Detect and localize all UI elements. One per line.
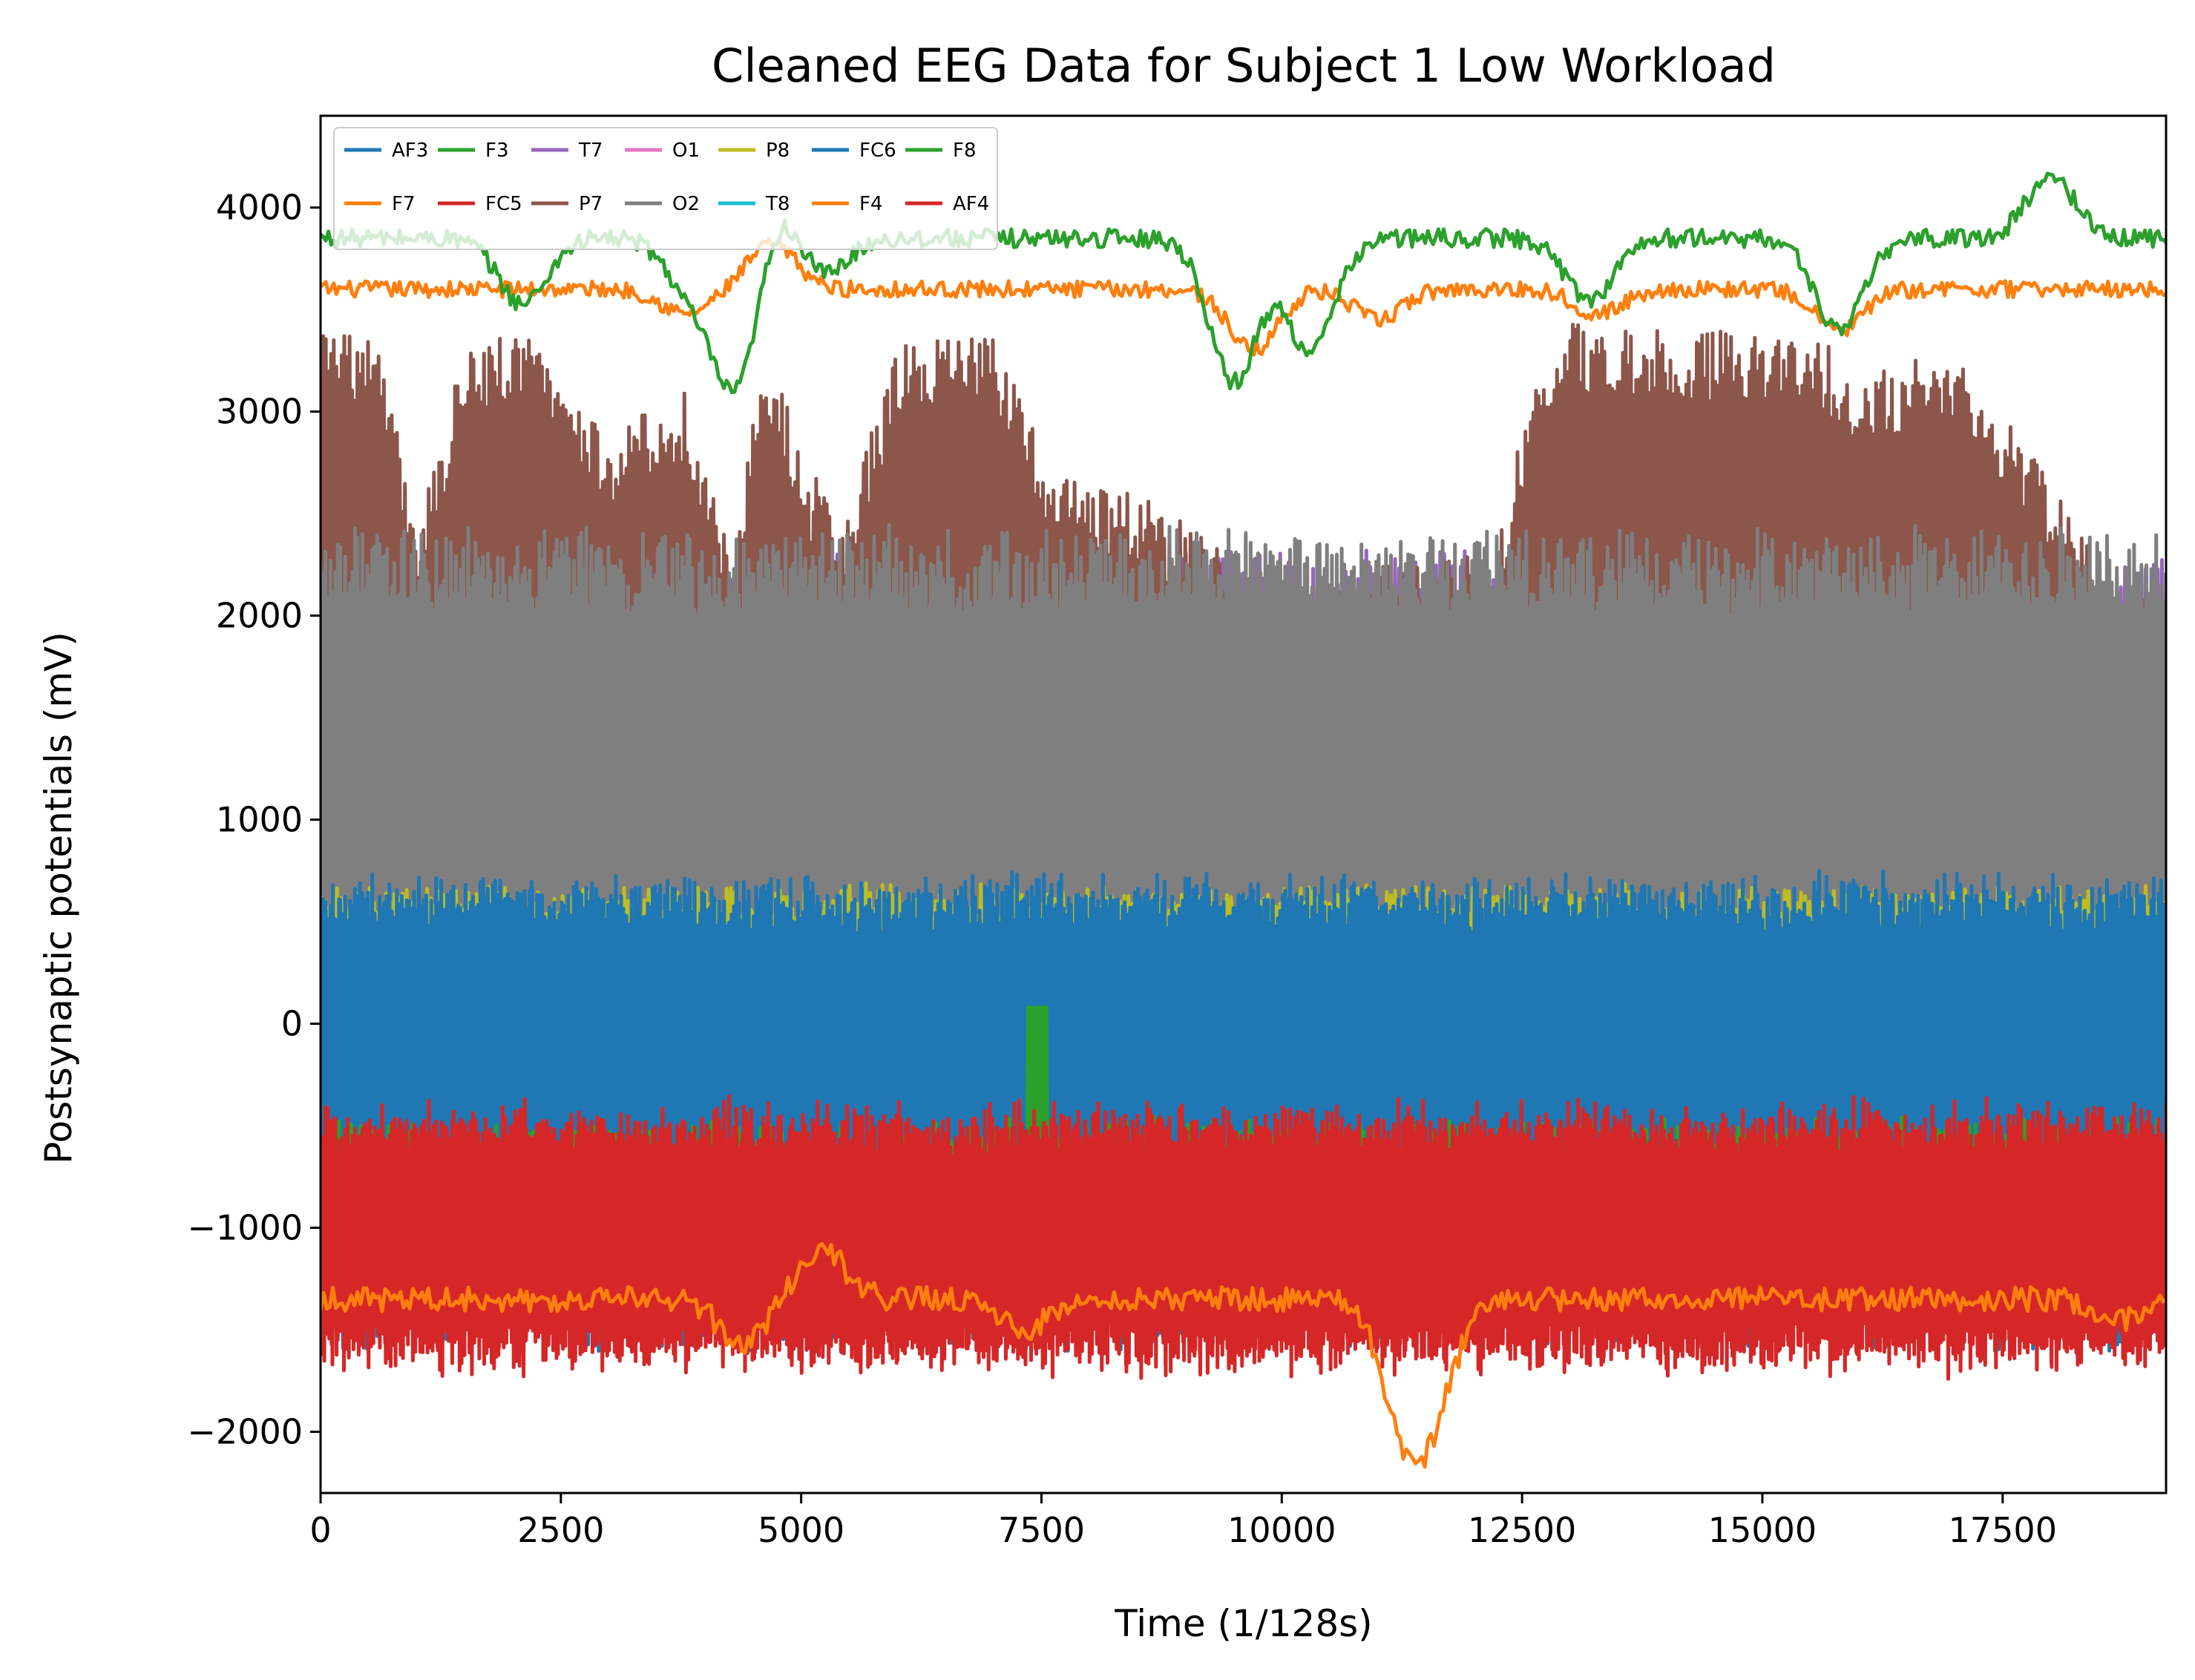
legend-label-f4: F4 [859, 193, 883, 215]
legend-label-f7: F7 [392, 193, 416, 215]
y-tick-label: 2000 [216, 596, 303, 636]
y-tick-label: −1000 [187, 1208, 303, 1248]
x-tick-label: 10000 [1227, 1510, 1336, 1550]
chart-title: Cleaned EEG Data for Subject 1 Low Workl… [712, 39, 1776, 93]
axes: 0 2500 5000 7500 10000 12500 15000 17500−2000−1… [187, 188, 2057, 1550]
series-o2-line [321, 523, 2166, 1034]
legend-label-fc5: FC5 [485, 193, 522, 215]
series-layer [321, 171, 2166, 1469]
legend-label-fc6: FC6 [859, 140, 896, 162]
plot-frame [319, 114, 2168, 1494]
series-fc6-line [321, 869, 2166, 1146]
legend-label-t8: T8 [765, 193, 790, 215]
series-f7-line [321, 236, 2166, 357]
y-axis-label: Postsynaptic potentials (mV) [37, 631, 80, 1164]
legend: AF3 F7 F3 FC5 T7 P7 O1 O2 P8 T8 FC6 F4 F8 AF4 [333, 127, 998, 250]
x-tick-label: 12500 [1468, 1510, 1576, 1550]
x-tick-label: 7500 [998, 1510, 1085, 1550]
legend-label-p7: P7 [579, 193, 603, 215]
series-f4-line [321, 1241, 2166, 1469]
legend-box [333, 127, 998, 250]
y-tick-label: 4000 [216, 188, 303, 228]
legend-label-f8: F8 [953, 140, 977, 162]
series-af4-line [321, 1094, 2166, 1381]
legend-label-t7: T7 [578, 140, 603, 162]
y-tick-label: −2000 [187, 1412, 303, 1452]
x-axis-label: Time (1/128s) [1114, 1602, 1372, 1645]
legend-label-o2: O2 [672, 193, 700, 215]
legend-label-p8: P8 [766, 140, 790, 162]
y-tick-label: 0 [281, 1004, 303, 1044]
legend-label-af3: AF3 [392, 140, 428, 162]
x-tick-label: 5000 [758, 1510, 844, 1550]
legend-label-o1: O1 [672, 140, 700, 162]
x-tick-label: 17500 [1949, 1510, 2057, 1550]
y-tick-label: 3000 [216, 392, 303, 432]
legend-label-f3: F3 [485, 140, 509, 162]
x-tick-label: 2500 [517, 1510, 604, 1550]
x-tick-label: 15000 [1708, 1510, 1817, 1550]
x-tick-label: 0 [309, 1510, 331, 1550]
legend-label-af4: AF4 [953, 193, 989, 215]
y-tick-label: 1000 [216, 800, 303, 840]
